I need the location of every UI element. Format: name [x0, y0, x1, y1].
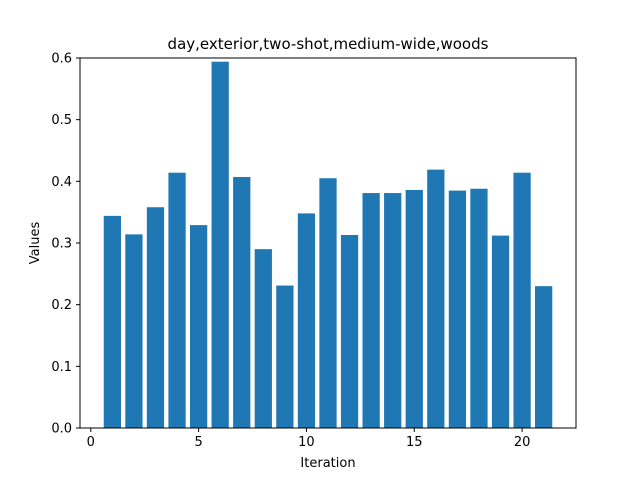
bar-13: [362, 193, 380, 428]
chart-title: day,exterior,two-shot,medium-wide,woods: [168, 35, 489, 53]
bar-3: [146, 207, 165, 428]
bar-2: [125, 234, 143, 428]
bar-21: [535, 286, 553, 428]
y-tick-label: 0.2: [51, 298, 72, 313]
bar-1: [103, 215, 121, 428]
bar-8: [254, 249, 272, 428]
bar-20: [513, 172, 531, 428]
x-tick-label: 10: [298, 435, 315, 450]
plot-frame: [79, 57, 577, 429]
bar-5: [189, 225, 208, 428]
bars-group: [103, 61, 553, 428]
y-tick-label: 0.1: [51, 360, 72, 375]
y-axis-ticks: 0.0 0.1 0.2 0.3 0.4 0.5 0.6: [51, 52, 80, 437]
y-tick-label: 0.5: [51, 113, 72, 128]
x-tick-label: 20: [514, 435, 531, 450]
bar-10: [297, 213, 316, 428]
x-tick-label: 15: [406, 435, 423, 450]
bar-4: [168, 172, 186, 428]
bar-14: [384, 193, 402, 428]
x-axis-ticks: 0 5 10 15 20: [87, 428, 531, 450]
bar-16: [427, 169, 445, 428]
y-tick-label: 0.6: [51, 52, 72, 67]
bar-19: [491, 235, 510, 428]
y-tick-label: 0.0: [51, 422, 72, 437]
bar-9: [276, 285, 294, 428]
bar-6: [211, 61, 229, 428]
x-tick-label: 0: [87, 435, 95, 450]
bar-18: [470, 188, 488, 428]
y-tick-label: 0.3: [51, 237, 72, 252]
x-tick-label: 5: [194, 435, 202, 450]
bar-15: [405, 189, 423, 428]
y-axis-label: Values: [28, 222, 43, 265]
y-tick-label: 0.4: [51, 175, 72, 190]
bar-17: [448, 190, 467, 428]
bar-12: [340, 234, 359, 428]
bar-7: [233, 177, 251, 428]
x-axis-label: Iteration: [300, 456, 355, 471]
bar-11: [319, 178, 337, 428]
